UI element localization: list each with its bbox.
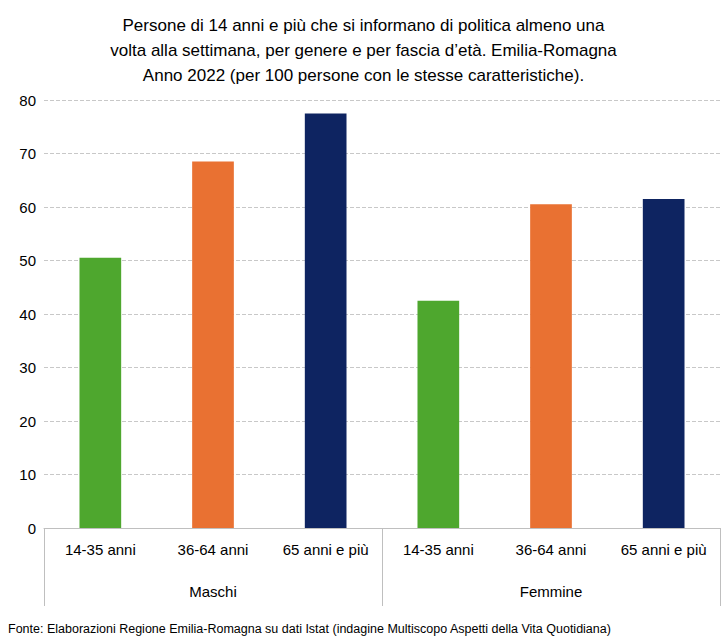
svg-text:36-64 anni: 36-64 anni [516, 541, 587, 558]
svg-text:65 anni e più: 65 anni e più [283, 541, 369, 558]
svg-text:Persone di 14 anni e più che s: Persone di 14 anni e più che si informan… [123, 16, 606, 35]
svg-text:65 anni e più: 65 anni e più [621, 541, 707, 558]
svg-text:30: 30 [19, 359, 36, 376]
svg-text:36-64 anni: 36-64 anni [178, 541, 249, 558]
svg-text:50: 50 [19, 252, 36, 269]
svg-text:10: 10 [19, 466, 36, 483]
svg-text:0: 0 [28, 520, 36, 537]
svg-text:70: 70 [19, 145, 36, 162]
svg-text:80: 80 [19, 92, 36, 109]
svg-text:Fonte: Elaborazioni Regione Em: Fonte: Elaborazioni Regione Emilia-Romag… [8, 622, 611, 636]
svg-text:60: 60 [19, 199, 36, 216]
svg-text:14-35 anni: 14-35 anni [403, 541, 474, 558]
svg-text:20: 20 [19, 413, 36, 430]
svg-text:Anno 2022 (per 100 persone con: Anno 2022 (per 100 persone con le stesse… [143, 66, 584, 85]
svg-text:volta alla settimana, per gene: volta alla settimana, per genere e per f… [110, 41, 617, 60]
svg-text:Femmine: Femmine [520, 583, 583, 600]
svg-text:40: 40 [19, 306, 36, 323]
svg-text:Maschi: Maschi [189, 583, 237, 600]
svg-text:14-35 anni: 14-35 anni [65, 541, 136, 558]
